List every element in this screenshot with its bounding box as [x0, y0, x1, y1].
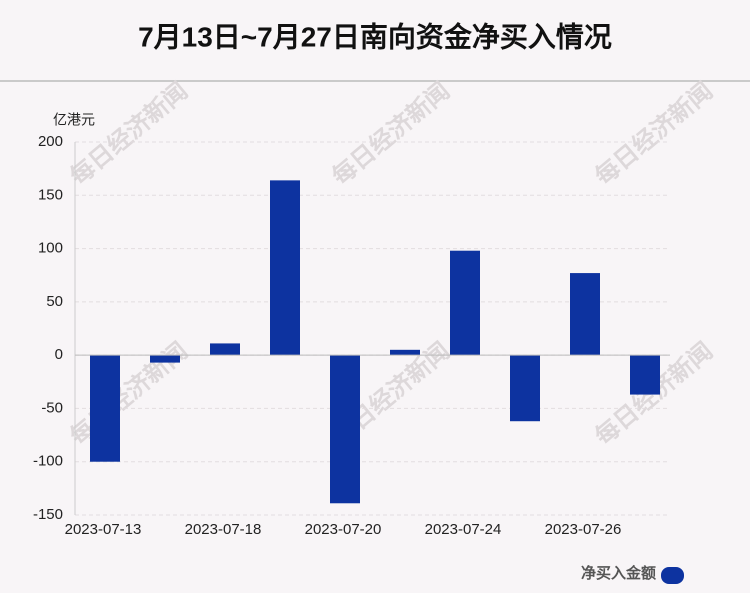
y-tick-label: -150: [33, 506, 63, 523]
bar: [150, 355, 180, 363]
y-tick-label: 100: [38, 240, 63, 257]
y-tick-label: -50: [41, 399, 63, 416]
legend-label: 净买入金额: [581, 564, 656, 582]
y-tick-label: 50: [46, 293, 63, 310]
bar: [630, 355, 660, 395]
y-tick-label: 0: [55, 346, 63, 363]
watermark: 每日经济新闻: [65, 337, 193, 451]
y-axis-label: 亿港元: [53, 112, 95, 128]
x-tick-label: 2023-07-26: [545, 521, 622, 538]
legend-swatch: [661, 567, 684, 584]
chart-title: 7月13日~7月27日南向资金净买入情况: [138, 20, 612, 52]
watermark: 每日经济新闻: [590, 77, 718, 191]
watermark: 每日经济新闻: [65, 77, 193, 191]
y-tick-label: 200: [38, 133, 63, 150]
bar: [210, 343, 240, 356]
y-tick-label: 150: [38, 186, 63, 203]
x-tick-label: 2023-07-13: [65, 521, 142, 538]
x-tick-label: 2023-07-24: [425, 521, 502, 538]
watermark: 每日经济新闻: [327, 77, 455, 191]
bar: [270, 180, 300, 356]
bar: [390, 349, 420, 356]
x-tick-label: 2023-07-20: [305, 521, 382, 538]
bar: [450, 250, 480, 356]
bar: [90, 355, 120, 462]
bar: [510, 355, 540, 422]
bar: [330, 355, 360, 504]
y-tick-label: -100: [33, 453, 63, 470]
x-tick-label: 2023-07-18: [185, 521, 262, 538]
bar: [570, 273, 600, 356]
